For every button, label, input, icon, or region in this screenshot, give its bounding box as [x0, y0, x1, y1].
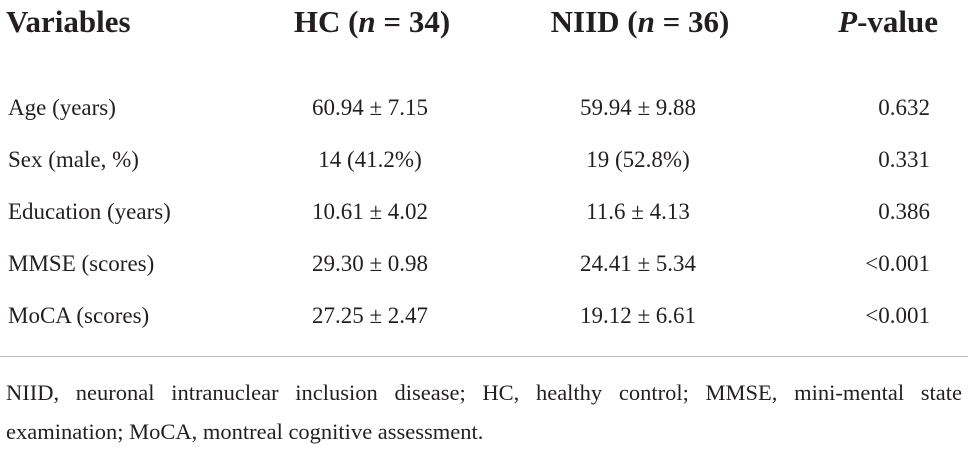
- header-text: P: [838, 4, 858, 39]
- table-cell: 59.94 ± 9.88: [579, 95, 697, 120]
- header-text: n: [637, 4, 655, 39]
- table-cell: 11.6 ± 4.13: [586, 199, 690, 224]
- table-cell: <0.001: [865, 251, 930, 276]
- header-cell: Variables: [6, 6, 131, 37]
- table-cell: 27.25 ± 2.47: [311, 303, 429, 328]
- row-label: MoCA (scores): [8, 303, 150, 328]
- header-cell: P-value: [838, 6, 938, 37]
- table-cell: <0.001: [865, 303, 930, 328]
- header-text: = 36): [654, 4, 730, 39]
- row-label: Education (years): [8, 199, 171, 224]
- table-cell: 0.632: [878, 95, 930, 120]
- header-text: = 34): [375, 4, 451, 39]
- table-cell: 19.12 ± 6.61: [579, 303, 697, 328]
- table-cell: 10.61 ± 4.02: [311, 199, 429, 224]
- header-text: Variables: [6, 4, 131, 39]
- table-cell: 29.30 ± 0.98: [311, 251, 429, 276]
- header-cell: NIID (n = 36): [551, 6, 730, 37]
- table-cell: 24.41 ± 5.34: [579, 251, 697, 276]
- header-cell: HC (n = 34): [294, 6, 450, 37]
- table-cell: 0.331: [878, 147, 930, 172]
- row-label: MMSE (scores): [8, 251, 155, 276]
- row-label: Age (years): [8, 95, 116, 120]
- header-text: -value: [857, 4, 938, 39]
- table-cell: 60.94 ± 7.15: [311, 95, 429, 120]
- table-cell: 0.386: [878, 199, 930, 224]
- footnote: NIID, neuronal intranuclear inclusion di…: [6, 380, 962, 444]
- table-cell: 19 (52.8%): [586, 147, 690, 172]
- row-label: Sex (male, %): [8, 147, 139, 172]
- header-text: NIID (: [550, 4, 638, 39]
- header-text: n: [358, 4, 376, 39]
- footnote-rule: [0, 356, 968, 357]
- header-text: HC (: [293, 4, 359, 39]
- table-cell: 14 (41.2%): [318, 147, 422, 172]
